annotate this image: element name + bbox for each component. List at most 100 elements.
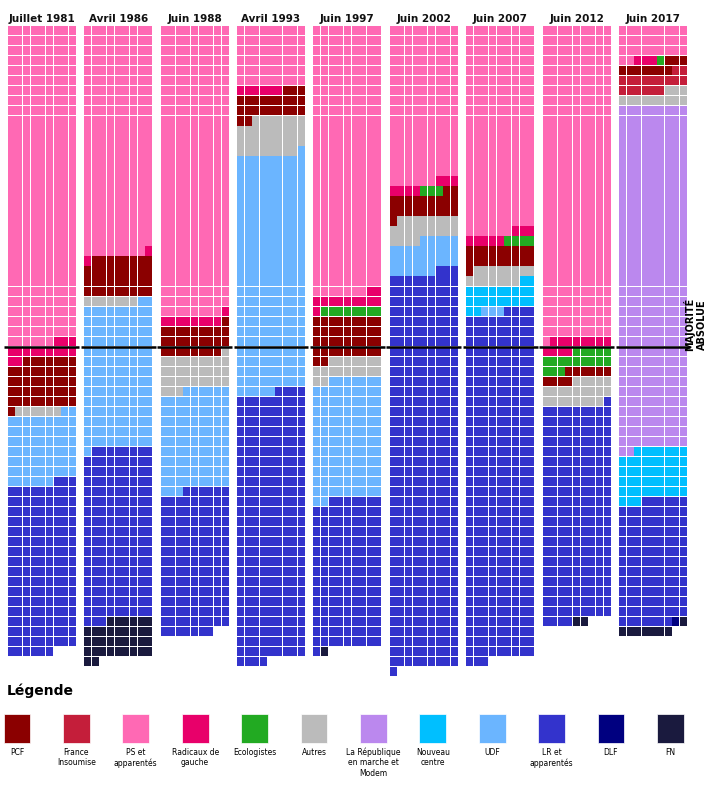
Bar <box>374 607 382 616</box>
Bar <box>619 66 626 76</box>
Bar <box>321 106 328 116</box>
Bar <box>191 366 198 376</box>
Bar <box>84 597 91 606</box>
Bar <box>321 326 328 336</box>
Bar <box>596 206 603 216</box>
Bar <box>176 607 183 616</box>
Bar <box>15 517 22 526</box>
Bar <box>275 396 282 406</box>
Bar <box>245 396 251 406</box>
Bar <box>596 407 603 416</box>
Bar <box>672 457 680 466</box>
Bar <box>497 147 504 155</box>
Bar <box>336 326 343 336</box>
Bar <box>23 647 30 656</box>
Bar <box>38 226 45 236</box>
Bar <box>581 147 588 155</box>
Bar <box>298 76 305 85</box>
Bar <box>275 266 282 276</box>
Bar <box>8 426 14 436</box>
Bar <box>558 86 564 95</box>
Bar <box>290 287 297 296</box>
Bar <box>420 336 427 346</box>
Bar <box>268 336 274 346</box>
Bar <box>313 266 320 276</box>
Bar <box>680 587 687 596</box>
Bar <box>15 396 22 406</box>
Bar <box>237 657 244 666</box>
Bar <box>23 326 30 336</box>
Bar <box>107 136 114 146</box>
Text: Juin 2002: Juin 2002 <box>397 14 451 24</box>
Bar <box>321 347 328 356</box>
Bar <box>199 617 206 626</box>
Bar <box>184 437 191 446</box>
Bar <box>665 317 672 325</box>
Bar <box>107 296 114 306</box>
Bar <box>61 66 68 76</box>
Bar <box>114 637 122 646</box>
Bar <box>61 487 68 496</box>
Bar <box>336 36 343 46</box>
Bar <box>290 126 297 136</box>
Bar <box>91 607 99 616</box>
Bar <box>237 206 244 216</box>
Bar <box>46 196 53 206</box>
Bar <box>344 156 351 165</box>
Bar <box>680 517 687 526</box>
Bar <box>107 277 114 286</box>
Bar <box>222 357 229 366</box>
Bar <box>53 347 60 356</box>
Bar <box>252 617 259 626</box>
Bar <box>482 447 488 456</box>
Bar <box>252 66 259 76</box>
Bar <box>466 537 473 546</box>
Bar <box>550 527 557 536</box>
Bar <box>680 597 687 606</box>
Bar <box>413 287 420 296</box>
Bar <box>336 396 343 406</box>
Bar <box>336 196 343 206</box>
Bar <box>565 187 572 195</box>
Bar <box>199 507 206 516</box>
Bar <box>512 396 519 406</box>
Bar <box>642 336 649 346</box>
Bar <box>359 117 366 125</box>
Bar <box>420 527 427 536</box>
Bar <box>268 396 274 406</box>
Bar <box>596 36 603 46</box>
Bar <box>145 206 152 216</box>
Bar <box>497 217 504 225</box>
Bar <box>581 46 588 55</box>
Bar <box>245 547 251 556</box>
Bar <box>436 517 443 526</box>
Bar <box>520 266 526 276</box>
Bar <box>344 287 351 296</box>
Text: Autres: Autres <box>302 748 326 756</box>
Bar <box>138 607 145 616</box>
Bar <box>237 196 244 206</box>
Bar <box>130 587 137 596</box>
Bar <box>474 187 481 195</box>
Bar <box>665 217 672 225</box>
Bar <box>168 347 175 356</box>
Bar <box>161 196 168 206</box>
Bar <box>298 637 305 646</box>
Bar <box>642 117 649 125</box>
Bar <box>366 387 374 396</box>
Bar <box>420 247 427 255</box>
Bar <box>313 426 320 436</box>
Bar <box>122 496 130 506</box>
Bar <box>191 76 198 85</box>
Bar <box>420 66 427 76</box>
Bar <box>275 177 282 186</box>
Bar <box>520 396 526 406</box>
Bar <box>558 26 564 35</box>
Bar <box>344 387 351 396</box>
Bar <box>260 547 267 556</box>
Bar <box>374 226 382 236</box>
Bar <box>405 657 412 666</box>
Bar <box>252 477 259 486</box>
Bar <box>657 26 664 35</box>
Bar <box>359 287 366 296</box>
